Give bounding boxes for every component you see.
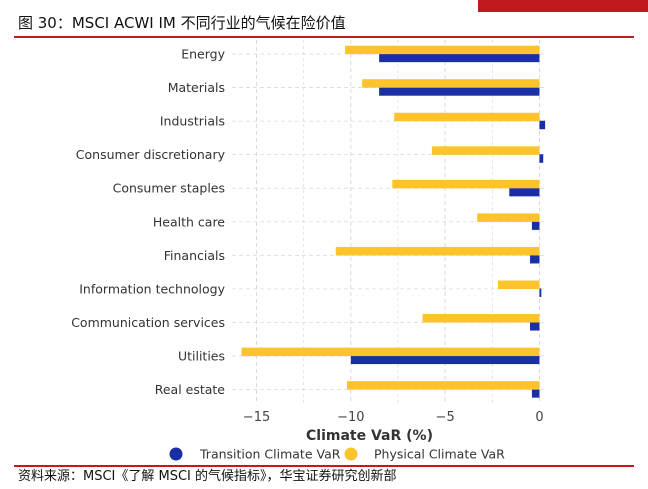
physical-bar-materials: [362, 79, 540, 88]
category-label: Financials: [164, 248, 225, 263]
transition-bar-communication-services: [530, 322, 540, 331]
transition-bar-health-care: [531, 221, 540, 230]
transition-bar-real-estate: [531, 389, 540, 398]
physical-bar-utilities: [241, 347, 540, 357]
legend-physical-label: Physical Climate VaR: [374, 447, 505, 462]
figure-title: 图 30：MSCI ACWI IM 不同行业的气候在险价值: [18, 14, 346, 32]
transition-bar-information-technology: [539, 288, 542, 297]
x-tick-label: 0: [535, 410, 543, 425]
physical-bar-consumer-staples: [392, 179, 540, 189]
category-label: Information technology: [79, 281, 225, 296]
source-rule: [14, 465, 634, 467]
x-axis-title: Climate VaR (%): [306, 428, 433, 444]
physical-bar-industrials: [394, 112, 540, 122]
x-tick-label: −10: [337, 410, 364, 425]
source-note: 资料来源：MSCI《了解 MSCI 的气候指标》，华宝证券研究创新部: [18, 469, 397, 484]
physical-bar-financials: [335, 246, 540, 256]
physical-bar-health-care: [477, 213, 540, 222]
transition-bar-consumer-staples: [509, 187, 540, 197]
transition-bar-materials: [379, 87, 540, 96]
category-label: Industrials: [160, 114, 225, 129]
category-label: Materials: [168, 80, 225, 95]
legend-transition-marker: [169, 447, 183, 461]
header-accent-tab: [478, 0, 648, 12]
physical-bar-energy: [345, 45, 540, 55]
category-label: Consumer staples: [113, 181, 225, 196]
category-label: Real estate: [155, 382, 226, 397]
transition-bar-financials: [530, 254, 540, 264]
category-label: Communication services: [71, 315, 225, 330]
physical-bar-real-estate: [347, 381, 540, 390]
category-label: Health care: [153, 214, 225, 229]
legend-physical-marker: [344, 447, 358, 461]
physical-bar-consumer-discretionary: [431, 146, 540, 155]
transition-bar-utilities: [350, 355, 540, 365]
legend-transition-label: Transition Climate VaR: [199, 447, 341, 462]
physical-bar-information-technology: [497, 280, 540, 289]
title-rule: [14, 36, 634, 38]
category-label: Utilities: [178, 348, 225, 363]
transition-bar-energy: [379, 53, 540, 63]
transition-bar-industrials: [539, 120, 546, 130]
physical-bar-communication-services: [422, 314, 540, 323]
x-tick-label: −5: [436, 410, 455, 425]
category-label: Energy: [181, 47, 225, 62]
category-label: Consumer discretionary: [76, 147, 226, 162]
x-tick-label: −15: [243, 410, 270, 425]
transition-bar-consumer-discretionary: [539, 154, 544, 163]
